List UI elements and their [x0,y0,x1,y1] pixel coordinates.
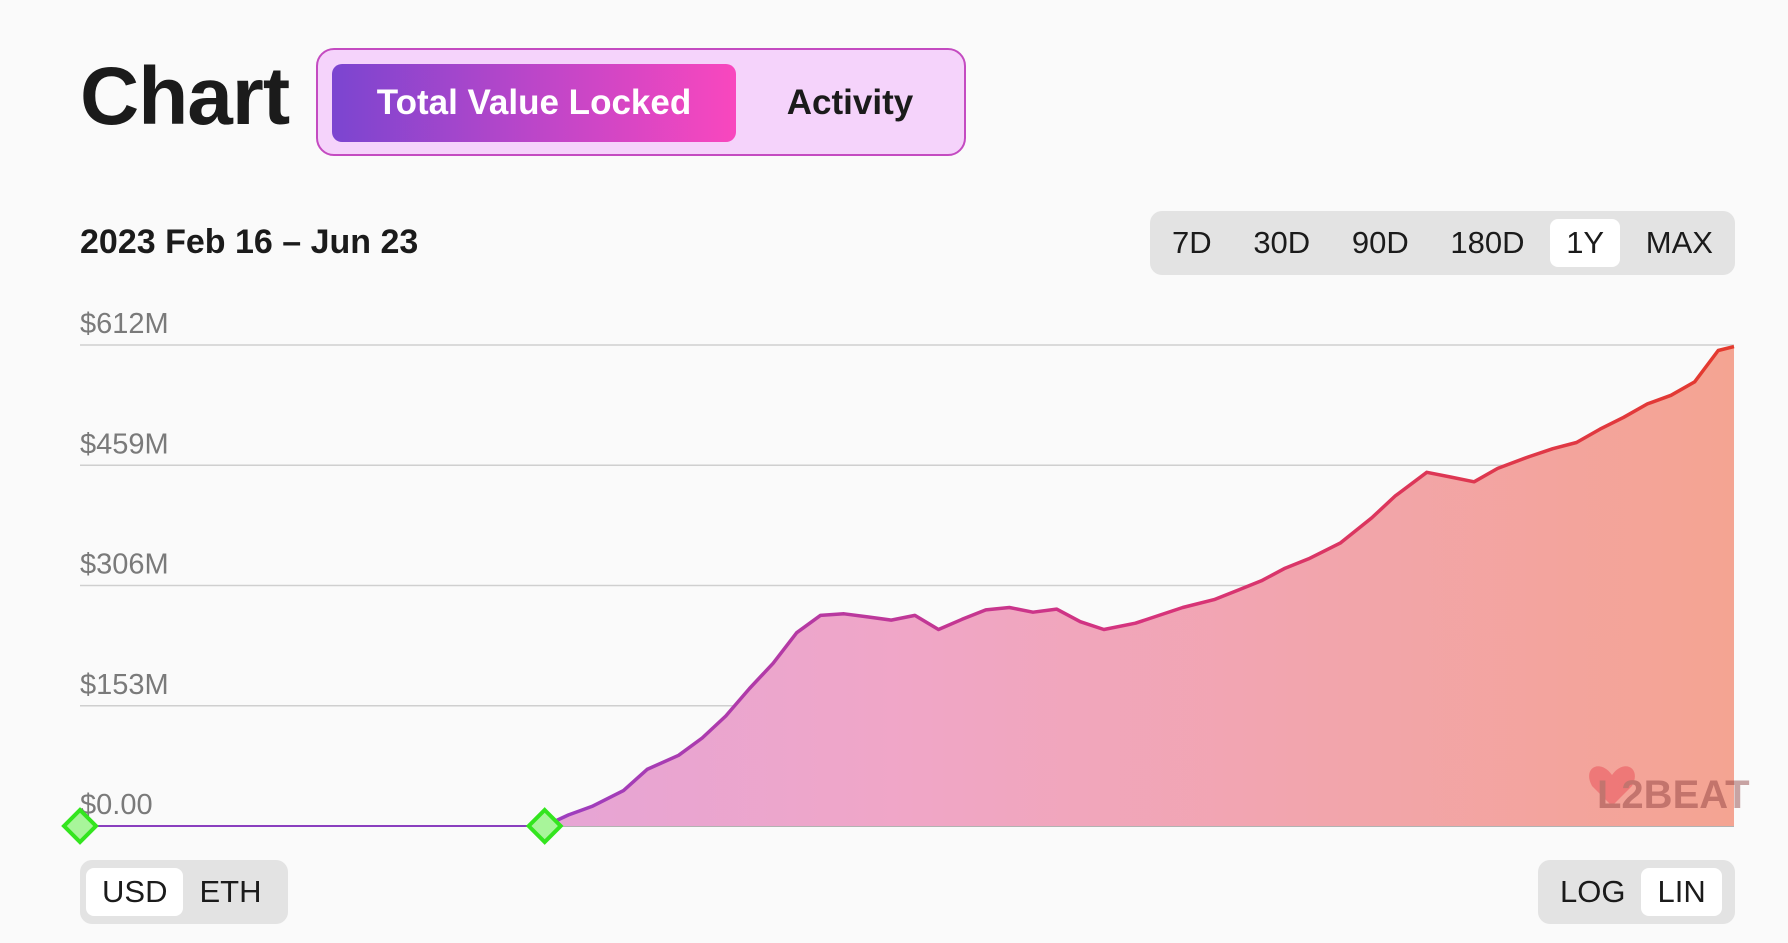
range-1y-button[interactable]: 1Y [1550,219,1621,267]
y-axis-tick-label: $153M [80,669,169,701]
y-axis-tick-label: $0.00 [80,789,153,821]
page-title: Chart [80,51,290,142]
y-axis-tick-label: $612M [80,308,169,340]
y-axis-tick-label: $459M [80,428,169,460]
range-max-button[interactable]: MAX [1645,225,1713,260]
tab-total-value-locked[interactable]: Total Value Locked [332,64,736,142]
event-marker-icon[interactable] [525,807,564,845]
date-range-label: 2023 Feb 16 – Jun 23 [80,223,419,261]
tvl-series-line [543,344,1735,828]
range-30d-button[interactable]: 30D [1253,225,1311,260]
currency-usd-button[interactable]: USD [86,868,184,916]
range-90d-button[interactable]: 90D [1351,225,1409,260]
chart-type-tabs: Total Value Locked Activity [316,48,966,156]
range-7d-button[interactable]: 7D [1172,225,1212,260]
currency-eth-button[interactable]: ETH [199,874,262,909]
y-axis-tick-label: $306M [80,549,169,581]
scale-lin-button[interactable]: LIN [1641,868,1722,916]
time-range-selector: 7D 30D 90D 180D 1Y MAX [1150,211,1735,275]
watermark-text: L2BEAT [1597,773,1750,817]
scale-selector: LOG LIN [1538,860,1735,924]
scale-log-button[interactable]: LOG [1560,874,1626,909]
range-180d-button[interactable]: 180D [1450,225,1525,260]
event-marker-icon[interactable] [61,807,99,845]
tab-activity[interactable]: Activity [786,83,914,122]
tvl-area-fill [80,346,1734,826]
l2beat-watermark-icon: L2BEAT [1589,766,1750,817]
currency-selector: USD ETH [80,860,288,924]
